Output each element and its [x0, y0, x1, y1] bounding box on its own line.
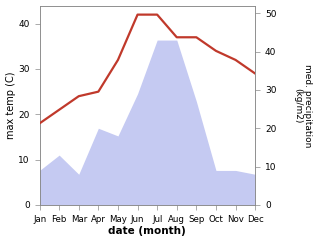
X-axis label: date (month): date (month) — [108, 227, 186, 236]
Y-axis label: max temp (C): max temp (C) — [5, 71, 16, 139]
Y-axis label: med. precipitation
(kg/m2): med. precipitation (kg/m2) — [293, 64, 313, 147]
